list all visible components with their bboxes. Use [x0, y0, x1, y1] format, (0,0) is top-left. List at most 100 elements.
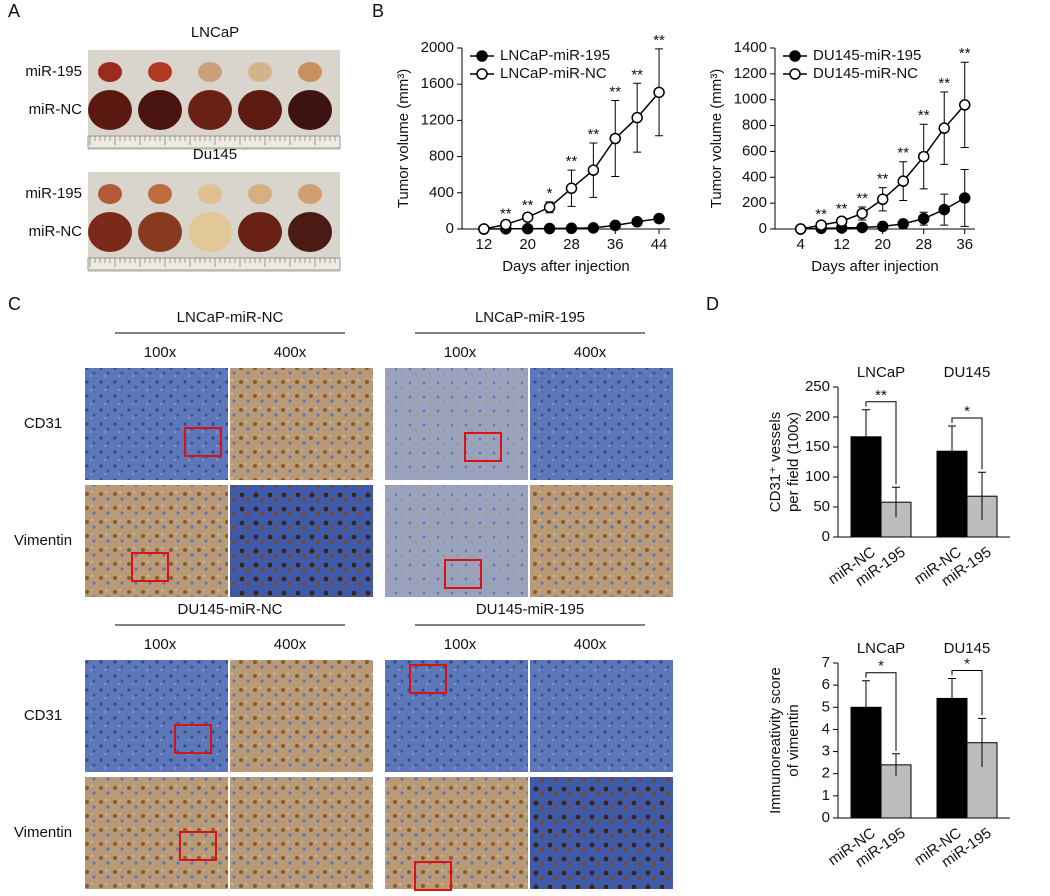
y-tick-label: 1000	[734, 91, 767, 108]
marker	[588, 223, 598, 233]
x-tick-label: 20	[874, 236, 891, 253]
y-axis-title: of vimentin	[785, 704, 802, 777]
y-axis-title: Immunoreativity score	[767, 667, 784, 814]
histology-image	[385, 368, 528, 480]
significance: *	[547, 185, 553, 202]
marker	[796, 224, 806, 234]
marker	[545, 224, 555, 234]
tumor	[148, 62, 172, 82]
ruler	[88, 258, 340, 270]
y-tick-label: 200	[805, 408, 830, 425]
marker	[479, 224, 489, 234]
significance: **	[877, 171, 889, 188]
row-label: CD31	[24, 707, 62, 724]
marker	[654, 87, 664, 97]
tumor	[88, 212, 132, 252]
marker	[898, 176, 908, 186]
tumor	[198, 184, 222, 204]
legend-marker	[790, 51, 800, 61]
tumor	[248, 62, 272, 82]
x-tick-label: 36	[956, 236, 973, 253]
y-tick-label: 0	[822, 809, 830, 826]
y-tick-label: 2	[822, 765, 830, 782]
marker	[939, 205, 949, 215]
y-tick-label: 4	[822, 720, 830, 737]
marker	[878, 194, 888, 204]
tumor	[148, 184, 172, 204]
marker	[610, 134, 620, 144]
legend-marker	[790, 69, 800, 79]
legend-marker	[477, 69, 487, 79]
significance: **	[500, 206, 512, 223]
marker	[545, 202, 555, 212]
panel-label: B	[372, 1, 384, 21]
y-tick-label: 5	[822, 698, 830, 715]
magnification: 400x	[274, 344, 307, 361]
x-tick-label: 12	[833, 236, 850, 253]
panel-label: D	[706, 294, 719, 314]
tumor	[188, 212, 232, 252]
significance: **	[653, 32, 665, 49]
x-axis-title: Days after injection	[502, 258, 630, 275]
histology-image	[530, 660, 673, 772]
marker	[960, 193, 970, 203]
tumor	[88, 90, 132, 130]
histology-image	[385, 777, 528, 889]
photo-title: LNCaP	[191, 24, 239, 41]
marker	[939, 123, 949, 133]
section-title: LNCaP-miR-NC	[177, 309, 284, 326]
y-tick-label: 200	[742, 194, 767, 211]
histology-image	[230, 368, 373, 480]
significance: *	[964, 403, 970, 420]
tumor	[138, 212, 182, 252]
marker	[610, 220, 620, 230]
marker	[919, 152, 929, 162]
section-title: DU145-miR-195	[476, 601, 584, 618]
y-tick-label: 1200	[734, 65, 767, 82]
y-tick-label: 0	[446, 220, 454, 237]
marker	[566, 223, 576, 233]
significance: **	[959, 45, 971, 62]
y-tick-label: 2000	[421, 39, 454, 56]
tumor	[248, 184, 272, 204]
group-label: LNCaP	[857, 364, 905, 381]
histology-image	[85, 368, 228, 480]
y-tick-label: 6	[822, 676, 830, 693]
marker	[566, 183, 576, 193]
legend-label: LNCaP-miR-195	[500, 47, 610, 64]
marker	[632, 113, 642, 123]
row-label: Vimentin	[14, 532, 72, 549]
group-label: LNCaP	[857, 640, 905, 657]
marker	[523, 224, 533, 234]
magnification: 400x	[574, 344, 607, 361]
x-tick-label: 36	[607, 236, 624, 253]
marker	[857, 222, 867, 232]
section-title: DU145-miR-NC	[177, 601, 282, 618]
tumor	[98, 62, 122, 82]
significance: **	[522, 197, 534, 214]
tumor	[138, 90, 182, 130]
tumor	[238, 212, 282, 252]
row-label: miR-NC	[29, 101, 82, 118]
y-axis-title: CD31⁺ vessels	[767, 412, 784, 512]
tumor	[188, 90, 232, 130]
marker	[837, 216, 847, 226]
y-axis-title: per field (100x)	[785, 412, 802, 512]
magnification: 400x	[274, 636, 307, 653]
magnification: 400x	[574, 636, 607, 653]
significance: **	[815, 206, 827, 223]
magnification: 100x	[144, 344, 177, 361]
histology-image	[85, 660, 228, 772]
y-tick-label: 150	[805, 438, 830, 455]
tumor	[298, 184, 322, 204]
row-label: CD31	[24, 415, 62, 432]
x-tick-label: 12	[476, 236, 493, 253]
legend-label: LNCaP-miR-NC	[500, 65, 607, 82]
x-tick-label: 4	[796, 236, 804, 253]
y-axis-title: Tumor volume (mm³)	[708, 69, 725, 208]
y-axis-title: Tumor volume (mm³)	[395, 69, 412, 208]
significance: **	[631, 66, 643, 83]
histology-image	[385, 660, 528, 772]
row-label: Vimentin	[14, 824, 72, 841]
tumor	[298, 62, 322, 82]
